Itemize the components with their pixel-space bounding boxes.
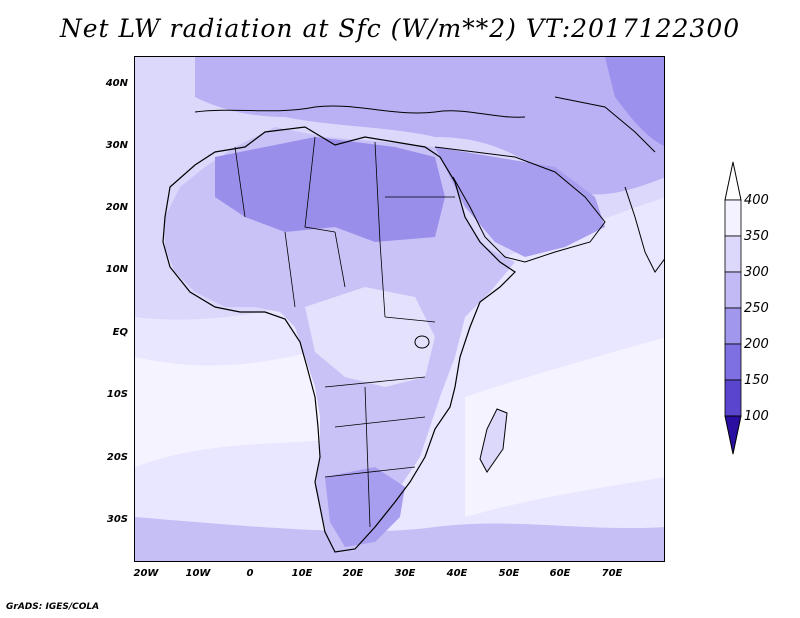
colorbar-bin: [724, 379, 742, 417]
colorbar-label: 100: [744, 409, 769, 424]
colorbar-label: 300: [744, 265, 769, 280]
madagascar: [479, 408, 508, 473]
radiation-field: [135, 57, 664, 561]
colorbar-bin: [724, 199, 742, 237]
europe-coastline: [194, 105, 526, 118]
africa-coastline: [162, 126, 516, 553]
map-title: Net LW radiation at Sfc (W/m**2) VT:2017…: [59, 14, 741, 43]
arabia-coastline: [434, 146, 606, 263]
southern-ocean-band: [135, 347, 345, 467]
lon-label: 30E: [394, 568, 416, 579]
lon-label: 40E: [446, 568, 468, 579]
lat-label: 20S: [106, 452, 128, 463]
lon-label: 20W: [133, 568, 159, 579]
colorbar-label: 350: [744, 229, 769, 244]
sahara-region: [215, 137, 445, 242]
himalaya-region: [605, 57, 664, 146]
asia-border: [554, 96, 656, 153]
lat-label: 20N: [105, 202, 128, 213]
southern-africa-region: [325, 467, 405, 547]
colorbar-label: 400: [744, 193, 769, 208]
colorbar-bin: [724, 235, 742, 273]
colorbar-bin: [724, 271, 742, 309]
indian-ocean-band: [465, 337, 664, 517]
arabia-region: [435, 147, 605, 257]
lon-label: 50E: [498, 568, 520, 579]
colorbar-bin: [724, 307, 742, 345]
country-borders: [234, 136, 455, 528]
lon-label: 20E: [342, 568, 364, 579]
colorbar-label: 250: [744, 301, 769, 316]
lat-label: 30N: [105, 140, 128, 151]
colorbar-bottom-arrow: [724, 415, 742, 455]
lat-label: 10N: [105, 264, 128, 275]
map-panel: [134, 56, 665, 562]
lon-label: 10E: [291, 568, 313, 579]
lat-label: 10S: [106, 389, 128, 400]
lon-label: 70E: [601, 568, 623, 579]
lat-label: EQ: [112, 327, 128, 338]
lon-label: 10W: [185, 568, 211, 579]
eurasia-land: [195, 57, 664, 195]
lon-label: 0: [246, 568, 254, 579]
lon-label: 60E: [549, 568, 571, 579]
colorbar-label: 200: [744, 337, 769, 352]
colorbar: [724, 161, 742, 455]
lat-label: 40N: [105, 78, 128, 89]
colorbar-top-arrow: [724, 161, 742, 201]
south-darker-band: [135, 517, 664, 561]
colorbar-label: 150: [744, 373, 769, 388]
india-coastline: [624, 186, 664, 273]
lake-victoria: [414, 335, 430, 349]
lat-label: 30S: [106, 514, 128, 525]
colorbar-bin: [724, 343, 742, 381]
congo-region: [305, 287, 435, 387]
grads-credit: GrADS: IGES/COLA: [6, 602, 100, 612]
